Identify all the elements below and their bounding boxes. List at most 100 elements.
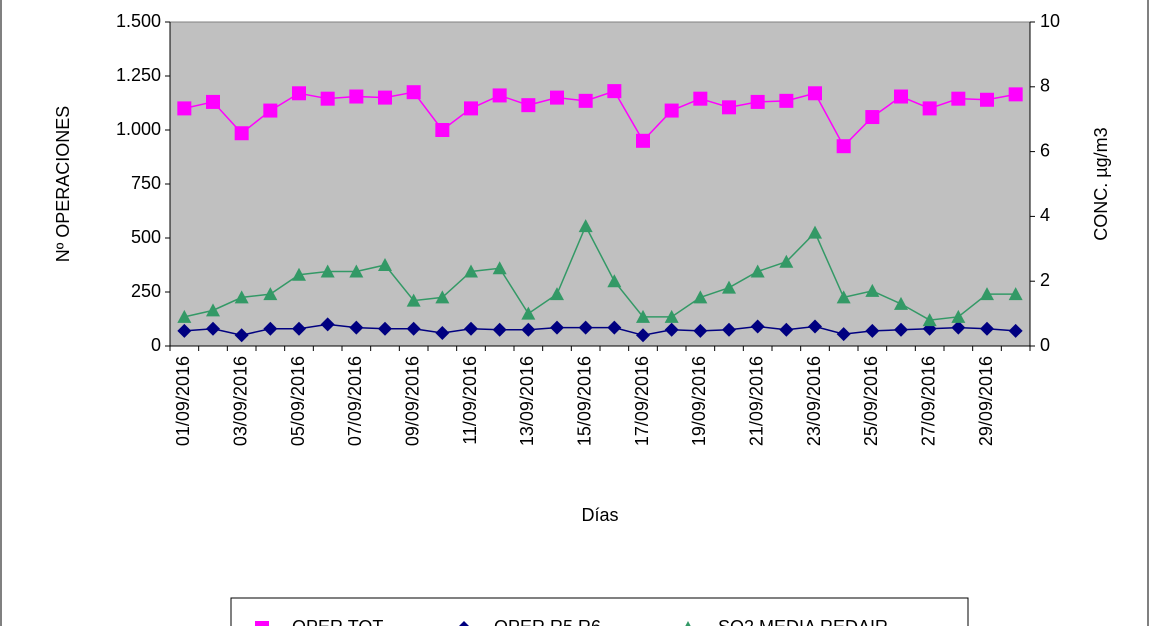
data-point (980, 287, 994, 301)
data-point (234, 328, 249, 343)
data-point (722, 322, 736, 337)
x-tick-label: 11/09/2016 (460, 356, 480, 445)
data-point (234, 290, 249, 304)
x-tick-label: 05/09/2016 (288, 356, 308, 446)
data-point (951, 309, 966, 323)
data-point (779, 254, 794, 268)
legend-label: OPER R5 R6 (494, 617, 601, 626)
data-point (320, 264, 335, 278)
data-point (206, 321, 220, 336)
data-point (206, 303, 220, 317)
data-point (636, 309, 650, 323)
data-point (464, 101, 478, 116)
legend-marker (685, 621, 691, 626)
x-tick-label: 23/09/2016 (804, 356, 824, 446)
data-point (406, 293, 421, 307)
data-point (808, 225, 822, 239)
y-tick-label: 1.000 (116, 119, 161, 139)
data-point (693, 290, 708, 304)
data-point (406, 321, 421, 336)
data-point (263, 287, 278, 301)
data-point (922, 101, 937, 116)
x-tick-label: 25/09/2016 (861, 356, 881, 446)
legend-marker (459, 621, 469, 626)
data-point (292, 86, 306, 101)
y-axis-label: Nº OPERACIONES (53, 106, 73, 263)
data-point (922, 313, 937, 327)
data-point (808, 86, 822, 101)
data-point (378, 258, 392, 271)
legend-box (230, 597, 969, 626)
data-point (894, 296, 908, 310)
data-point (464, 264, 478, 278)
data-point (435, 326, 450, 341)
data-point (349, 320, 364, 335)
data-point (349, 264, 364, 278)
data-point (177, 323, 192, 338)
data-point (177, 309, 192, 323)
data-point (664, 309, 679, 323)
data-point (292, 321, 306, 336)
data-point (980, 321, 994, 336)
data-point (836, 139, 851, 154)
data-point (664, 103, 679, 118)
data-point (808, 319, 822, 334)
data-point (722, 100, 736, 115)
data-point (980, 92, 994, 107)
data-point (664, 322, 679, 337)
data-point (492, 322, 507, 337)
data-point (1008, 87, 1023, 102)
data-point (521, 98, 536, 113)
x-tick-label: 09/09/2016 (402, 356, 422, 446)
data-point (292, 267, 306, 281)
x-tick-label: 27/09/2016 (918, 356, 938, 446)
data-point (865, 323, 880, 338)
data-point (349, 89, 364, 104)
plot-area (169, 21, 1031, 347)
data-point (693, 91, 708, 106)
data-point (894, 89, 908, 104)
data-point (894, 322, 908, 337)
y2-axis-label: CONC. µg/m3 (1091, 127, 1111, 240)
data-point (607, 320, 622, 335)
data-point (750, 94, 765, 109)
data-point (865, 283, 880, 297)
data-point (550, 287, 564, 301)
y2-tick-label: 8 (1040, 76, 1050, 96)
data-point (836, 327, 851, 342)
data-point (320, 91, 335, 106)
data-point (636, 133, 650, 148)
data-point (492, 88, 507, 103)
x-tick-label: 07/09/2016 (345, 356, 365, 446)
data-point (578, 320, 593, 335)
data-point (578, 219, 593, 233)
x-tick-label: 15/09/2016 (574, 356, 594, 446)
data-point (750, 319, 765, 334)
data-point (951, 320, 966, 335)
data-point (406, 85, 421, 100)
data-point (578, 93, 593, 108)
data-point (607, 274, 622, 288)
data-point (550, 320, 564, 335)
data-point (607, 84, 622, 99)
legend-label: SO2 MEDIA REDAIR (718, 617, 888, 626)
data-point (1008, 323, 1023, 338)
x-tick-label: 03/09/2016 (230, 356, 250, 446)
data-point (779, 93, 794, 108)
data-point (693, 323, 708, 338)
data-point (779, 322, 794, 337)
legend-label: OPER TOT (292, 617, 383, 626)
data-point (750, 264, 765, 278)
data-point (435, 123, 450, 137)
y-tick-label: 0 (151, 335, 161, 355)
data-point (636, 328, 650, 343)
data-point (206, 94, 220, 109)
data-point (521, 322, 536, 337)
data-point (722, 280, 736, 294)
x-tick-label: 01/09/2016 (173, 356, 193, 446)
data-point (836, 290, 851, 304)
y2-tick-label: 0 (1040, 335, 1050, 355)
y-tick-label: 1.500 (116, 11, 161, 31)
data-point (177, 101, 192, 116)
data-point (378, 90, 392, 105)
